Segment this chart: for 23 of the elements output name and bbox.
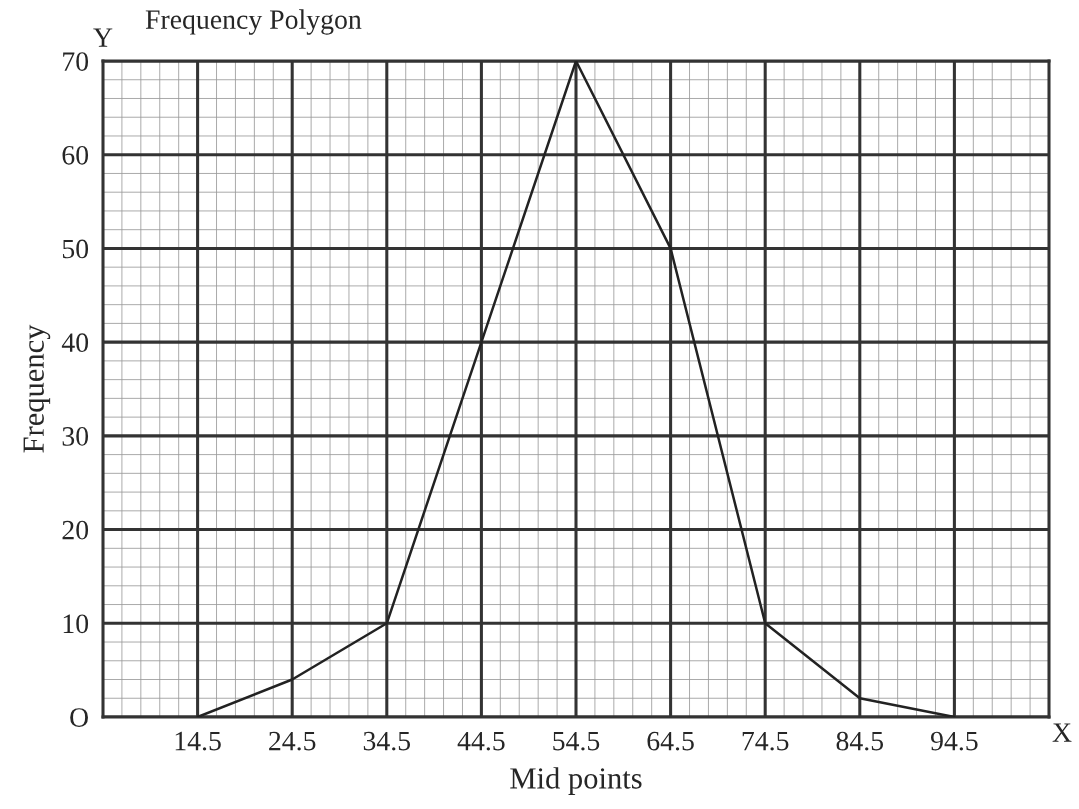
y-tick-label: O [70,708,88,727]
y-tick-label: 30 [62,427,89,446]
y-tick-label: 60 [62,145,89,165]
x-tick-label: 14.5 [175,731,221,751]
x-tick-label: 44.5 [457,731,505,751]
y-tick-label: 40 [61,333,89,353]
line-series [196,61,956,717]
x-tick-label: 54.5 [553,731,600,751]
y-tick-label: 70 [63,52,89,71]
text: X [1052,723,1072,742]
x-tick-label: 84.5 [836,731,884,751]
y-tick-label: 50 [62,239,89,259]
x-axis-title: Mid points [510,767,642,795]
y-axis-title: Frequency [23,324,51,453]
x-tick-label: 74.5 [742,731,789,751]
x-tick-label: 94.5 [930,731,978,751]
y-tick-label: 20 [62,520,89,540]
chart-title: Frequency Polygon [145,9,362,35]
text: Y [93,28,113,47]
x-tick-label: 34.5 [363,731,411,751]
x-tick-label: 24.5 [269,731,316,751]
x-tick-label: 64.5 [647,731,694,751]
y-tick-label: 10 [63,614,89,634]
